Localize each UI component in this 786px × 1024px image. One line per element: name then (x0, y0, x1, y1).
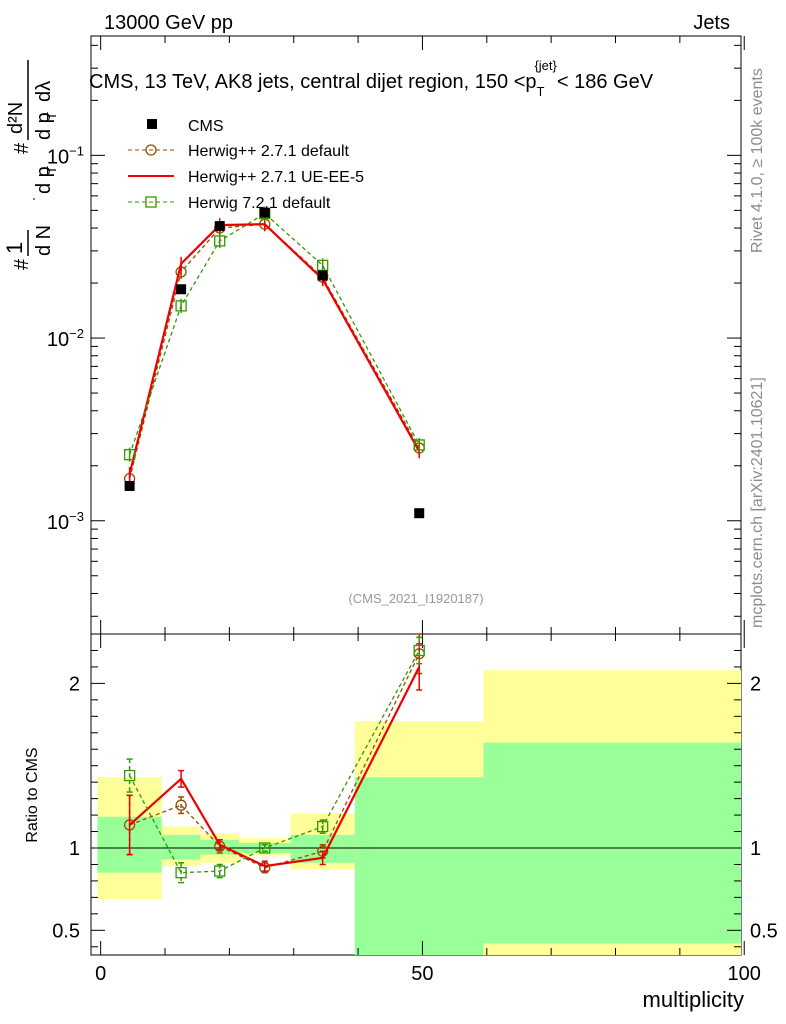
legend: CMS Herwig++ 2.7.1 default Herwig++ 2.7.… (128, 118, 364, 212)
legend-label-herwigpp-ueee5: Herwig++ 2.7.1 UE-EE-5 (188, 169, 364, 186)
cms-data-point (214, 221, 225, 232)
y-title-hash2: # (11, 142, 33, 154)
ratio-line-series-2 (129, 650, 420, 874)
legend-label-cms: CMS (188, 118, 224, 135)
ratio-tick-label-right-0.5: 0.5 (750, 920, 778, 942)
x-axis-title: multiplicity (643, 987, 744, 1012)
main-point-series-2 (175, 300, 187, 312)
y-axis-title: # 1 d N d p T # d²N d p T dλ (2, 60, 59, 270)
main-line-series-0 (128, 223, 420, 479)
y-title-dlambda: dλ (33, 81, 55, 102)
main-line-series-2 (128, 212, 420, 455)
ratio-point-series-0 (175, 799, 187, 811)
y-title-one: 1 (2, 242, 27, 254)
legend-marker-herwigpp-default (145, 144, 157, 156)
y-title-dpt: d p (33, 166, 55, 194)
ratio-line-series-1 (128, 666, 421, 868)
y-title-d2n: d²N (5, 102, 27, 134)
band-inner-6 (483, 742, 741, 944)
y-title-dp: d p (33, 112, 55, 140)
ratio-point-series-2 (413, 644, 425, 657)
cms-data-point (317, 270, 328, 281)
y-title-hash1: # (11, 258, 33, 270)
band-inner-5 (354, 777, 484, 955)
main-line-series-1 (128, 223, 421, 475)
ratio-axis-title: Ratio to CMS (24, 747, 41, 842)
uncertainty-bands (97, 670, 741, 955)
band-inner-1 (161, 834, 201, 860)
header-energy: 13000 GeV pp (104, 12, 233, 34)
cms-data-point (176, 284, 187, 295)
y-tick-label-0.1: 10−1 (47, 143, 84, 168)
main-point-series-2 (317, 259, 329, 271)
cms-data-point (414, 508, 425, 519)
x-tick-label-50: 50 (411, 963, 433, 985)
ratio-tick-label-0.5: 0.5 (52, 920, 80, 942)
y-tick-label-0.001: 10−3 (47, 509, 84, 534)
ratio-tick-label-right-1: 1 (750, 838, 761, 860)
analysis-tag: (CMS_2021_I1920187) (348, 591, 483, 606)
legend-marker-herwig7 (145, 196, 157, 208)
ratio-line-series-0 (129, 653, 420, 869)
ratio-point-series-2 (175, 867, 187, 879)
mcplots-source-label: mcplots.cern.ch [arXiv:2401.10621] (749, 377, 766, 628)
ratio-point-series-2 (317, 820, 329, 833)
axis-ticks (91, 36, 745, 955)
x-tick-label-100: 100 (728, 963, 761, 985)
ratio-point-series-2 (123, 769, 136, 782)
legend-label-herwig7: Herwig 7.2.1 default (188, 195, 331, 212)
rivet-version-label: Rivet 4.1.0, ≥ 100k events (749, 68, 766, 253)
y-tick-label-0.01: 10−2 (47, 326, 84, 351)
y-title-t-sub2: T (44, 112, 59, 120)
cms-data-point (259, 207, 270, 218)
main-point-series-2 (413, 439, 425, 451)
ratio-point-series-2 (214, 865, 226, 877)
cms-data-point (124, 480, 135, 491)
header-category: Jets (693, 12, 730, 34)
ratio-tick-label-right-2: 2 (750, 673, 761, 695)
plot-title: CMS, 13 TeV, AK8 jets, central dijet reg… (89, 58, 654, 99)
legend-marker-cms (147, 119, 157, 129)
ratio-tick-label-2: 2 (69, 673, 80, 695)
main-point-series-2 (214, 235, 226, 247)
ratio-tick-label-1: 1 (69, 838, 80, 860)
main-point-series-2 (123, 449, 136, 461)
ratio-series-layer (123, 633, 425, 884)
y-title-dn: d N (33, 225, 55, 256)
legend-label-herwigpp-default: Herwig++ 2.7.1 default (188, 143, 350, 160)
ratio-point-series-2 (259, 842, 271, 854)
main-series-layer (123, 206, 425, 519)
y-title-t-sub: T (44, 166, 59, 174)
x-tick-label-0: 0 (95, 963, 106, 985)
